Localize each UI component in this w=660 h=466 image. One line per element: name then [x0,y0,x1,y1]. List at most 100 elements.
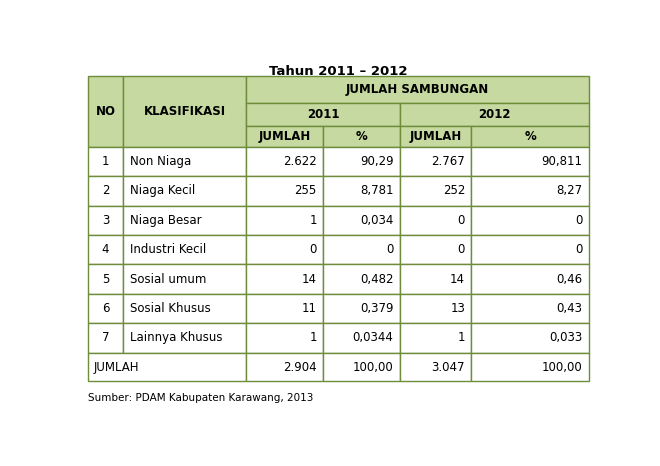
Bar [323,264,400,294]
Bar [246,323,323,353]
Bar [246,353,323,381]
Bar [400,206,471,235]
Text: Sosial umum: Sosial umum [129,273,206,286]
Bar [323,206,400,235]
Bar [88,323,123,353]
Text: 1: 1 [102,155,110,168]
Bar [471,147,589,176]
Text: 0,0344: 0,0344 [352,331,393,344]
Bar [471,323,589,353]
Bar [123,75,246,147]
Bar [123,176,246,206]
Text: 1: 1 [310,214,317,227]
Bar [323,235,400,264]
Bar [323,176,400,206]
Text: 3: 3 [102,214,109,227]
Text: 0: 0 [458,243,465,256]
Text: 0: 0 [458,214,465,227]
Bar [88,176,123,206]
Bar [88,147,123,176]
Bar [246,126,323,147]
Text: 90,29: 90,29 [360,155,393,168]
Bar [471,264,589,294]
Text: 2: 2 [102,185,110,197]
Text: Lainnya Khusus: Lainnya Khusus [129,331,222,344]
Text: 0,482: 0,482 [360,273,393,286]
Text: NO: NO [96,105,115,118]
Text: 14: 14 [302,273,317,286]
Bar [471,206,589,235]
Bar [88,353,246,381]
Bar [88,294,123,323]
Text: 0: 0 [310,243,317,256]
Bar [246,75,589,103]
Text: 0,46: 0,46 [556,273,583,286]
Text: 8,27: 8,27 [556,185,583,197]
Bar [123,294,246,323]
Text: Non Niaga: Non Niaga [129,155,191,168]
Text: Industri Kecil: Industri Kecil [129,243,206,256]
Text: Niaga Besar: Niaga Besar [129,214,201,227]
Bar [323,294,400,323]
Text: 0,43: 0,43 [557,302,583,315]
Text: JUMLAH: JUMLAH [409,130,461,143]
Text: JUMLAH: JUMLAH [259,130,311,143]
Bar [400,126,471,147]
Text: 2.622: 2.622 [283,155,317,168]
Text: 1: 1 [310,331,317,344]
Bar [246,206,323,235]
Bar [246,264,323,294]
Bar [123,264,246,294]
Text: Tahun 2011 – 2012: Tahun 2011 – 2012 [269,65,407,78]
Bar [400,103,589,126]
Bar [471,235,589,264]
Text: 4: 4 [102,243,110,256]
Text: 0: 0 [386,243,393,256]
Text: Sumber: PDAM Kabupaten Karawang, 2013: Sumber: PDAM Kabupaten Karawang, 2013 [88,392,313,403]
Bar [471,353,589,381]
Bar [400,235,471,264]
Text: 100,00: 100,00 [352,361,393,374]
Bar [471,126,589,147]
Text: 2011: 2011 [307,108,339,121]
Bar [400,264,471,294]
Text: 0,033: 0,033 [550,331,583,344]
Bar [400,323,471,353]
Bar [246,294,323,323]
Text: 5: 5 [102,273,109,286]
Bar [471,176,589,206]
Text: JUMLAH: JUMLAH [94,361,139,374]
Bar [88,235,123,264]
Text: KLASIFIKASI: KLASIFIKASI [144,105,226,118]
Text: 14: 14 [450,273,465,286]
Text: Niaga Kecil: Niaga Kecil [129,185,195,197]
Bar [400,176,471,206]
Text: 13: 13 [450,302,465,315]
Text: 2.767: 2.767 [432,155,465,168]
Bar [246,235,323,264]
Text: Sosial Khusus: Sosial Khusus [129,302,211,315]
Text: 100,00: 100,00 [542,361,583,374]
Text: 252: 252 [443,185,465,197]
Bar [88,264,123,294]
Bar [471,294,589,323]
Text: 11: 11 [302,302,317,315]
Text: 0: 0 [576,214,583,227]
Bar [400,353,471,381]
Text: 0,379: 0,379 [360,302,393,315]
Text: 8,781: 8,781 [360,185,393,197]
Text: JUMLAH SAMBUNGAN: JUMLAH SAMBUNGAN [346,82,489,96]
Text: 7: 7 [102,331,110,344]
Bar [88,75,123,147]
Text: %: % [355,130,367,143]
Text: 90,811: 90,811 [542,155,583,168]
Bar [323,353,400,381]
Bar [123,206,246,235]
Text: 0,034: 0,034 [360,214,393,227]
Text: 2.904: 2.904 [283,361,317,374]
Bar [323,126,400,147]
Text: 2012: 2012 [478,108,510,121]
Text: 0: 0 [576,243,583,256]
Text: %: % [524,130,536,143]
Text: 255: 255 [294,185,317,197]
